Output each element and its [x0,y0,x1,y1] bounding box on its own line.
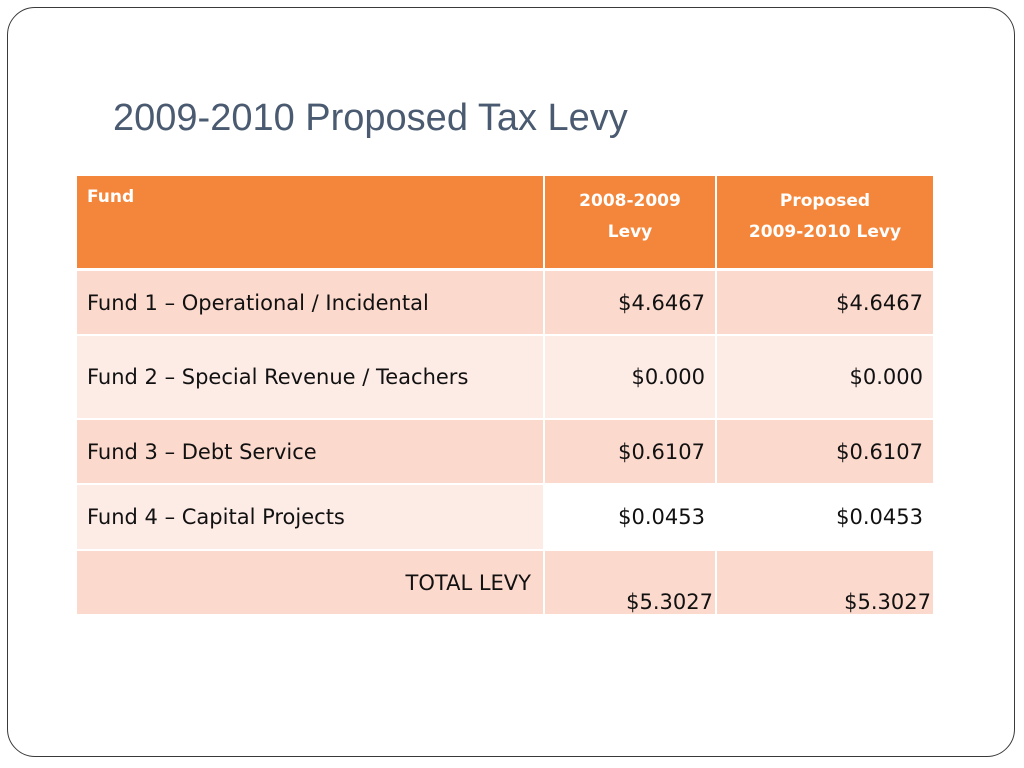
levy-2008-2009-value: $0.000 [544,335,717,420]
proposed-2009-2010-value: $0.6107 [716,419,933,485]
levy-2008-2009-value: $0.6107 [544,419,717,485]
proposed-2009-2010-value: $0.0453 [716,484,933,551]
fund-name: Fund 3 – Debt Service [77,419,545,485]
table-row: Fund 1 – Operational / Incidental $4.646… [77,269,933,336]
header-2008-2009-levy: 2008-2009 Levy [544,176,717,271]
table-row: Fund 3 – Debt Service $0.6107 $0.6107 [77,419,933,485]
total-proposed-2009-2010-value: $5.3027 [844,590,931,614]
header-2008-2009-line2: Levy [607,222,653,242]
header-fund: Fund [77,176,545,271]
tax-levy-table: Fund 2008-2009 Levy Proposed 2009-2010 L… [77,176,933,616]
proposed-2009-2010-value: $0.000 [716,335,933,420]
fund-name: Fund 1 – Operational / Incidental [77,269,545,336]
proposed-2009-2010-value: $4.6467 [716,269,933,336]
levy-2008-2009-value: $0.0453 [544,484,717,551]
slide-title: 2009-2010 Proposed Tax Levy [113,97,628,139]
total-2008-2009-cell: $5.3027 [544,549,717,616]
header-proposed-2009-2010-levy: Proposed 2009-2010 Levy [716,176,933,271]
total-row: TOTAL LEVY $5.3027 $5.3027 [77,549,933,616]
table-row: Fund 2 – Special Revenue / Teachers $0.0… [77,335,933,420]
total-proposed-cell: $5.3027 [716,549,933,616]
total-label: TOTAL LEVY [77,550,545,616]
fund-name: Fund 2 – Special Revenue / Teachers [77,335,545,420]
table-row: Fund 4 – Capital Projects $0.0453 $0.045… [77,484,933,551]
fund-name: Fund 4 – Capital Projects [77,484,545,551]
levy-2008-2009-value: $4.6467 [544,269,717,336]
header-proposed-line1: Proposed [779,191,871,211]
header-2008-2009-line1: 2008-2009 [579,191,681,211]
total-2008-2009-value: $5.3027 [626,590,713,614]
table-header-row: Fund 2008-2009 Levy Proposed 2009-2010 L… [77,176,933,271]
header-proposed-line2: 2009-2010 Levy [748,222,902,242]
